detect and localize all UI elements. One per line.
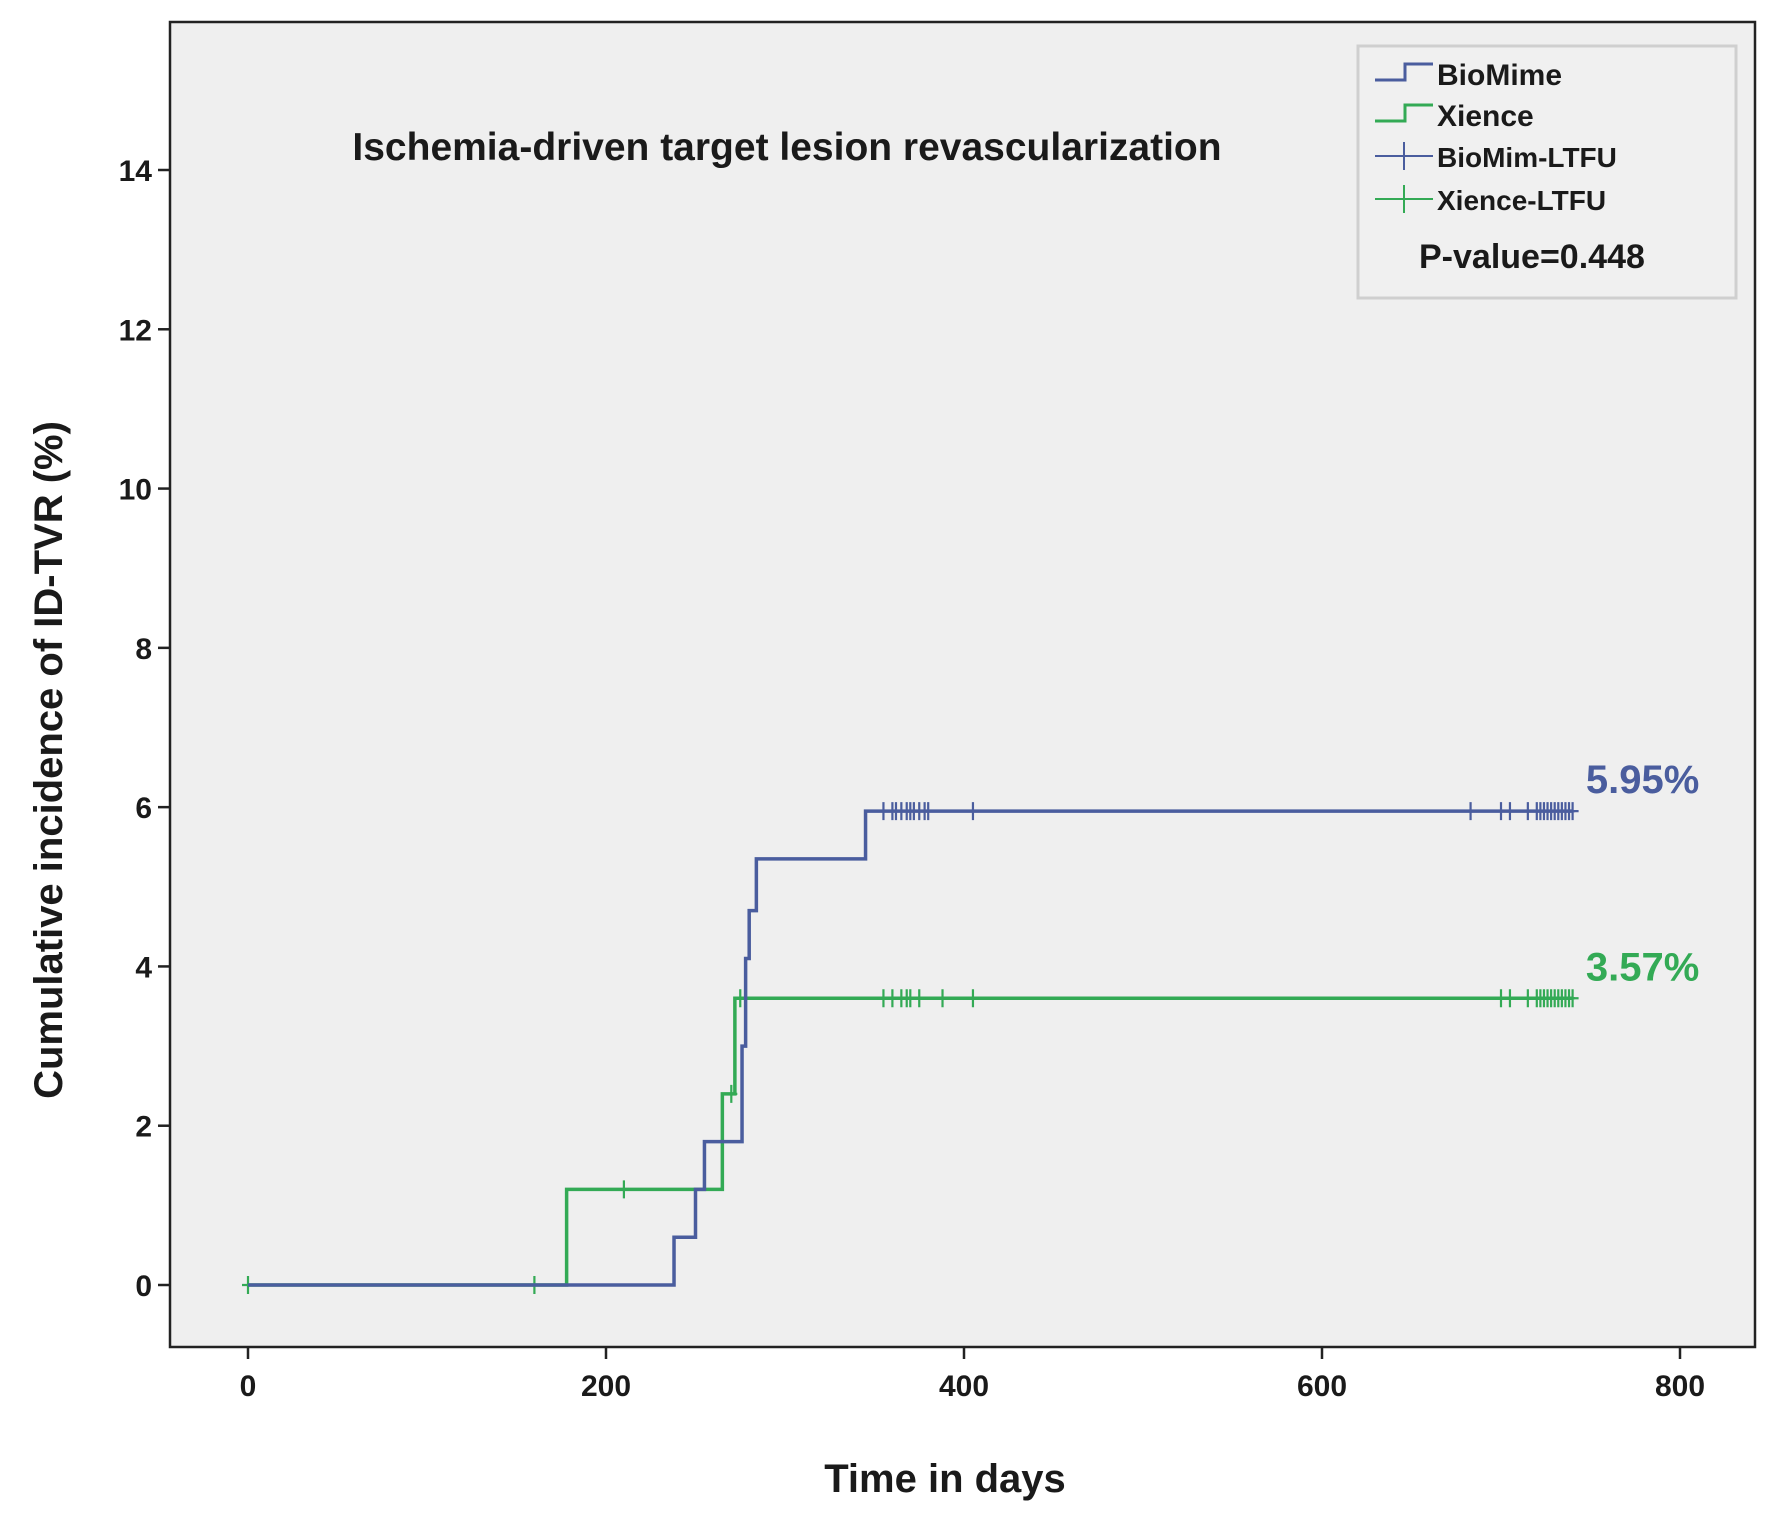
legend-label-biomim-ltfu: BioMim-LTFU (1437, 142, 1617, 173)
series-biomime: 5.95% (248, 758, 1699, 1287)
y-tick-label: 0 (135, 1270, 152, 1303)
x-tick-label: 200 (581, 1370, 631, 1403)
legend-swatch-xience (1375, 103, 1433, 123)
x-tick-label: 600 (1297, 1370, 1347, 1403)
legend-label-xience-ltfu: Xience-LTFU (1437, 185, 1606, 216)
legend-swatch-biomime (1375, 62, 1433, 82)
censor-mark-xience (1503, 989, 1516, 1008)
y-tick-label: 10 (119, 474, 152, 507)
censor-mark-biomime (1503, 802, 1516, 821)
y-axis-title: Cumulative incidence of ID-TVR (%) (27, 421, 71, 1099)
y-tick-label: 14 (119, 155, 153, 188)
axes: 0 2 4 6 8 10 12 14 0 200 400 600 800 (119, 155, 1705, 1403)
censor-mark-xience (936, 989, 949, 1008)
legend: BioMime Xience BioMim-LTFU Xience-LTFU P… (1356, 44, 1738, 300)
x-tick-label: 400 (939, 1370, 989, 1403)
series-line-biomime (248, 809, 1573, 1287)
legend-box (1356, 44, 1738, 300)
legend-label-xience: Xience (1437, 100, 1534, 133)
x-axis-title: Time in days (824, 1457, 1066, 1501)
censor-mark-xience (617, 1180, 630, 1199)
p-value: P-value=0.448 (1419, 238, 1645, 276)
censor-mark-xience (1566, 989, 1579, 1008)
censor-mark-biomime (1464, 802, 1477, 821)
y-tick-label: 6 (135, 792, 152, 825)
censor-mark-biomime (1566, 802, 1579, 821)
legend-swatch-biomim-ltfu (1375, 142, 1433, 170)
end-label-xience: 3.57% (1586, 945, 1699, 989)
censor-mark-xience (913, 989, 926, 1008)
chart-title: Ischemia-driven target lesion revascular… (352, 126, 1221, 169)
legend-swatch-xience-ltfu (1375, 185, 1433, 213)
censor-mark-xience (725, 1084, 738, 1103)
y-tick-label: 8 (135, 633, 152, 666)
series-xience: 3.57% (242, 945, 1699, 1294)
legend-label-biomime: BioMime (1437, 59, 1562, 92)
x-tick-label: 0 (240, 1370, 257, 1403)
censor-mark-biomime (966, 802, 979, 821)
x-tick-label: 800 (1655, 1370, 1705, 1403)
censor-mark-xience (966, 989, 979, 1008)
censor-mark-biomime (922, 802, 935, 821)
y-tick-label: 4 (135, 951, 152, 984)
y-tick-label: 2 (135, 1111, 152, 1144)
end-label-biomime: 5.95% (1586, 758, 1699, 802)
y-tick-label: 12 (119, 314, 152, 347)
series-layer: 3.57% 5.95% (242, 758, 1699, 1294)
